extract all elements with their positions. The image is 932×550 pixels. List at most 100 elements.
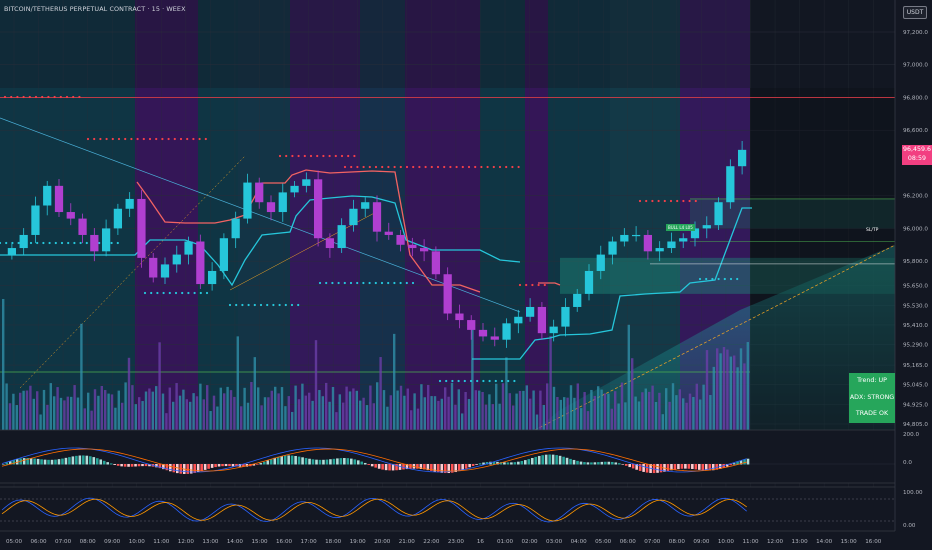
volume-bar [722,347,726,430]
macd-histogram-bar [447,464,451,474]
session-band [405,0,480,430]
volume-bar [216,406,219,430]
macd-histogram-bar [221,464,224,467]
level-dot [16,95,19,99]
macd-histogram-bar [15,459,19,465]
macd-histogram-bar [468,464,471,468]
level-dot [73,241,76,245]
macd-histogram-bar [659,464,663,473]
candle-body [231,218,240,239]
volume-bar [263,397,267,430]
macd-histogram-bar [301,457,304,465]
currency-button[interactable]: USDT [903,6,927,19]
volume-bar [185,399,188,430]
level-dot [136,137,139,141]
macd-histogram-bar [363,462,367,465]
candle-body [90,234,99,252]
level-dot [353,154,356,158]
macd-histogram-bar [61,458,64,465]
volume-bar [314,340,318,430]
level-dot [235,303,238,307]
macd-histogram-bar [520,460,524,465]
time-tick-label: 10:00 [718,539,735,545]
level-dot [322,154,325,158]
macd-histogram-bar [409,464,412,469]
macd-histogram-bar [416,464,419,469]
macd-histogram-bar [395,464,398,471]
level-dot [505,165,508,169]
symbol-title[interactable]: BITCOIN/TETHERUS PERPETUAL CONTRACT · 15… [4,5,186,13]
support-resistance-dots [0,95,739,383]
volume-bar [658,392,661,430]
macd-histogram-bar [611,461,614,465]
level-dot [449,165,452,169]
candle-body [726,166,735,203]
candle-body [643,234,653,252]
macd-histogram-bar [287,455,290,465]
macd-histogram-bar [276,456,280,465]
macd-histogram-bar [607,461,611,465]
volume-bar [525,385,528,430]
volume-bar [505,357,508,430]
volume-bar [695,383,698,430]
level-dot [543,283,546,287]
level-dot [657,199,660,203]
macd-histogram-bar [524,460,527,465]
volume-bar [172,401,175,430]
level-dot [143,291,147,295]
level-dot [488,379,491,383]
candle-body [573,293,582,307]
macd-histogram-bar [26,458,29,465]
macd-histogram-bar [437,464,440,473]
level-dot [17,241,20,245]
macd-histogram-bar [492,461,496,465]
volume-bar [46,404,49,430]
volume-bar [240,406,243,430]
macd-histogram-bar [8,461,12,465]
macd-histogram-bar [116,464,120,466]
macd-histogram-bar [572,459,576,465]
volume-bar [270,390,273,430]
volume-bar [726,349,729,430]
level-dot [517,165,520,169]
target-zones [0,88,896,431]
oscillator-tick-label: 0.0 [903,460,912,466]
volume-bar [512,405,515,430]
macd-histogram-bar [666,464,670,471]
macd-histogram-bar [106,462,109,465]
volume-bar [325,382,328,430]
price-tick-label: 95,045.0 [903,383,928,389]
level-dot [469,379,473,383]
volume-bar [365,405,369,430]
volume-bar [87,392,90,430]
time-tick-label: 06:00 [620,539,637,545]
macd-histogram-bar [704,464,708,471]
volume-bar [576,383,579,430]
volume-bar [644,388,647,430]
macd-histogram-bar [256,464,259,465]
volume-bar [161,393,165,430]
level-dot [111,137,114,141]
time-tick-label: 14:00 [816,539,833,545]
volume-bar [331,386,335,430]
macd-histogram-bar [691,464,694,470]
volume-bar [641,392,644,430]
level-dot [698,277,702,281]
oscillator-tick-label: 100.00 [903,490,923,496]
level-dot [356,165,359,169]
macd-histogram-bar [548,454,551,465]
volume-bar [549,335,552,430]
volume-bar [420,384,423,430]
volume-bar [25,390,29,430]
time-tick-label: 05:00 [6,539,23,545]
volume-bar [593,395,596,430]
volume-bar [141,401,144,430]
time-tick-label: 19:00 [350,539,367,545]
level-dot [85,241,88,245]
volume-bar [76,397,80,430]
level-dot [430,165,433,169]
level-dot [186,137,189,141]
level-dot [682,199,685,203]
